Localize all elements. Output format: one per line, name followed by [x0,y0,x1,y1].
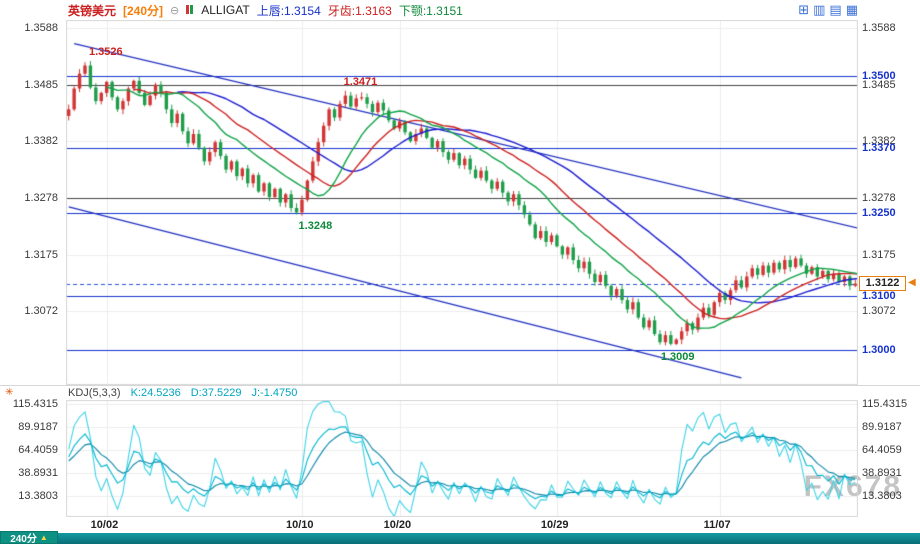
price-level-label: 1.3000 [862,344,896,357]
alligator-jaw-value: 下颚:1.3151 [398,3,463,18]
candlestick-chart-canvas[interactable] [66,20,858,385]
kdj-axis-left: 115.4315 89.9187 64.4059 38.8931 13.3803 [0,398,62,517]
kdj-axis-label: 89.9187 [862,421,902,434]
price-axis-label: 1.3072 [24,305,58,317]
kdj-axis-label: 13.3803 [18,489,58,502]
price-axis-label: 1.3382 [24,135,58,148]
price-axis-label: 1.3588 [24,22,58,35]
layout-rows-icon[interactable]: ▤ [829,2,842,17]
price-axis-label: 1.3485 [24,78,58,91]
price-axis-label: 1.3485 [862,78,896,91]
kdj-axis-label: 38.8931 [862,466,902,479]
kdj-axis-label: 38.8931 [18,466,58,479]
price-axis-label: 1.3588 [862,22,896,35]
period-menu-icon[interactable]: ⊖ [170,4,180,17]
layout-mosaic-icon[interactable]: ▦ [845,2,858,17]
price-level-label: 1.3370 [862,141,896,154]
kdj-axis-label: 64.4059 [18,444,58,457]
alligator-teeth-value: 牙齿:1.3163 [327,3,392,18]
kdj-axis-label: 89.9187 [18,421,58,434]
date-label: 10/02 [90,519,119,531]
alligator-lips-value: 上唇:1.3154 [256,3,321,18]
price-level-label: 1.3500 [862,70,896,83]
layout-toolbar: ⊞ ▥ ▤ ▦ [798,3,858,17]
price-axis-label: 1.3072 [862,305,896,317]
kdj-axis-label: 13.3803 [862,489,902,502]
kdj-axis-right: 115.4315 89.9187 64.4059 38.8931 13.3803 [860,398,920,517]
price-axis-label: 1.3278 [862,192,896,205]
symbol-label[interactable]: 英镑美元 [68,3,117,18]
date-label: 11/07 [703,519,731,531]
kdj-chart-canvas[interactable] [66,400,858,517]
indicator-name-label[interactable]: ALLIGAT [201,3,250,17]
bottom-bar: 240分 ▲ [0,531,920,544]
kdj-title[interactable]: KDJ(5,3,3) [68,387,121,399]
main-chart-panel: 1.3526 1.3471 1.3248 1.3009 1.3588 1.3485 1.3… [0,20,920,385]
indicator-settings-icon[interactable]: ✳ [5,387,14,398]
date-axis: 10/02 10/10 10/20 10/29 11/07 [0,517,920,533]
timeframe-tab[interactable]: 240分 ▲ [0,531,58,544]
kdj-j-value: J:-1.4750 [251,387,298,399]
price-axis-left: 1.3588 1.3485 1.3382 1.3278 1.3175 1.3072 [0,20,62,385]
last-price-tag: 1.3122 [859,275,906,291]
kdj-d-value: D:37.5229 [190,387,242,399]
price-axis-label: 1.3278 [24,192,58,205]
price-axis-label: 1.3382 [862,135,896,148]
kdj-k-value: K:24.5236 [130,387,181,399]
kdj-axis-label: 115.4315 [12,398,58,411]
date-label: 10/29 [540,519,569,531]
price-axis-right: 1.3588 1.3485 1.3382 1.3278 1.3175 1.3072 1.35… [860,20,920,385]
date-label: 10/10 [285,519,314,531]
kdj-panel: FX678 115.431589.918764.405938.893113.38… [0,398,920,517]
indicator-icon [186,3,194,17]
chart-header: 英镑美元 [240分] ⊖ ALLIGAT 上唇:1.3154 牙齿:1.316… [0,0,920,20]
timeframe-label[interactable]: [240分] [123,3,164,18]
timeframe-tab-label: 240分 [10,534,37,544]
price-level-label: 1.3250 [862,207,896,220]
kdj-header: ✳ KDJ(5,3,3) K:24.5236 D:37.5229 J:-1.47… [0,385,920,400]
layout-grid-icon[interactable]: ⊞ [798,2,810,17]
kdj-axis-label: 64.4059 [862,444,902,457]
price-arrow-icon: ◀ [908,276,916,288]
price-axis-label: 1.3175 [862,248,896,261]
layout-vertical-split-icon[interactable]: ▥ [813,2,826,17]
kdj-axis-label: 115.4315 [862,398,908,411]
date-label: 10/20 [383,519,412,531]
triangle-up-icon: ▲ [39,532,48,542]
price-axis-label: 1.3175 [24,248,58,261]
price-level-label: 1.3100 [862,289,896,302]
